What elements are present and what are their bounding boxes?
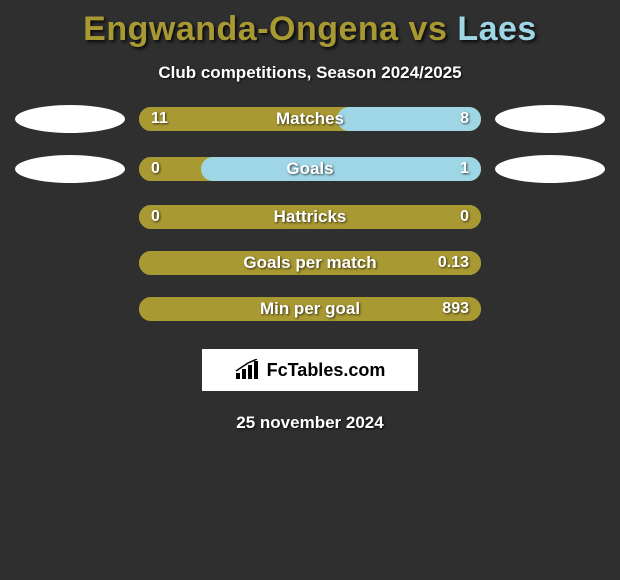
stat-row: Min per goal893: [0, 297, 620, 321]
stat-value-left: 0: [151, 208, 160, 226]
stat-row: Matches11 8: [0, 105, 620, 133]
stat-row: Goals per match0.13: [0, 251, 620, 275]
footer-date: 25 november 2024: [0, 413, 620, 433]
stat-value-right: 0: [460, 208, 469, 226]
stat-label: Matches: [139, 109, 481, 129]
comparison-bars: Matches118Goals01Hattricks00Goals per ma…: [0, 105, 620, 321]
stat-label: Hattricks: [139, 207, 481, 227]
stat-bar: Min per goal893: [139, 297, 481, 321]
player-left-badge: [15, 155, 125, 183]
stat-value-right: 8: [460, 110, 469, 128]
stat-value-right: 893: [442, 300, 469, 318]
stat-bar: Goals0 1: [139, 157, 481, 181]
stat-value-left: 11: [151, 110, 168, 128]
stat-label: Goals: [139, 159, 481, 179]
player-right-badge: [495, 155, 605, 183]
stat-value-left: 0: [151, 160, 160, 178]
stat-bar: Matches11 8: [139, 107, 481, 131]
stat-row: Goals0 1: [0, 155, 620, 183]
title-player-left: Engwanda-Ongena: [83, 10, 398, 48]
title-player-right: Laes: [457, 10, 537, 48]
title-vs: vs: [399, 10, 458, 48]
stat-label: Min per goal: [139, 299, 481, 319]
player-right-badge: [495, 105, 605, 133]
bar-chart-icon: [235, 359, 261, 381]
branding-box: FcTables.com: [202, 349, 418, 391]
page-title: Engwanda-Ongena vs Laes: [0, 0, 620, 49]
stat-bar: Hattricks0 0: [139, 205, 481, 229]
stat-value-right: 1: [460, 160, 469, 178]
branding-text: FcTables.com: [267, 360, 386, 381]
stat-label: Goals per match: [139, 253, 481, 273]
stat-bar: Goals per match0.13: [139, 251, 481, 275]
player-left-badge: [15, 105, 125, 133]
stat-value-right: 0.13: [438, 254, 469, 272]
subtitle: Club competitions, Season 2024/2025: [0, 63, 620, 83]
stat-row: Hattricks0 0: [0, 205, 620, 229]
